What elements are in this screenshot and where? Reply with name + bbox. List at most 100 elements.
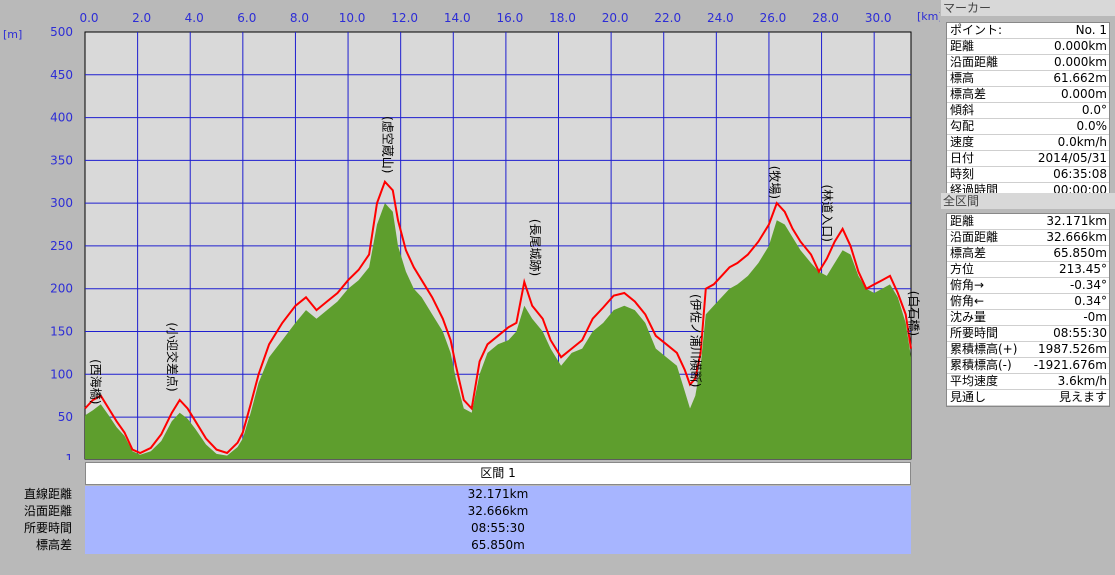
marker-panel-title: マーカー	[941, 0, 1115, 16]
info-row-label: 沈み量	[950, 310, 987, 324]
y-tick-label: 50	[58, 410, 73, 424]
axis-tick-labels: 0.0 2.0 4.0 6.0 8.0 10.0 12.0 14.0 16.0 18.0 20.0 2…	[50, 11, 891, 460]
y-tick-label: 300	[50, 196, 73, 210]
info-row-value: 32.171km	[1046, 214, 1107, 228]
info-row-value: 65.850m	[1053, 246, 1107, 260]
section-header[interactable]: 区間 1	[85, 462, 911, 485]
info-row: 標高差 0.000m	[947, 87, 1109, 103]
info-row-label: 速度	[950, 135, 975, 149]
x-tick-label: 16.0	[497, 11, 524, 25]
info-row-value: No. 1	[1075, 23, 1107, 37]
waypoint-marker: (西海橋)	[89, 359, 104, 404]
info-row-label: 勾配	[950, 119, 975, 133]
section-row: 沿面距離 32.666km	[0, 503, 940, 520]
section-row-value: 32.171km	[85, 486, 911, 503]
info-row-label: 距離	[950, 39, 975, 53]
info-row: 時刻 06:35:08	[947, 167, 1109, 183]
info-row-value: 0.0%	[1076, 119, 1108, 133]
waypoint-marker: (長尾城跡)	[528, 219, 543, 276]
info-row-value: 61.662m	[1053, 71, 1107, 85]
info-row-label: 沿面距離	[950, 55, 999, 69]
waypoint-label: (白石橋)	[907, 291, 922, 336]
section-row-label: 直線距離	[23, 487, 72, 501]
info-row-value: -0.34°	[1069, 278, 1107, 292]
section-row-value: 65.850m	[85, 537, 911, 554]
info-row: 距離 0.000km	[947, 39, 1109, 55]
info-row-label: 所要時間	[950, 326, 999, 340]
info-row: 日付 2014/05/31	[947, 151, 1109, 167]
info-row: ポイント: No. 1	[947, 23, 1109, 39]
waypoint-label: (伊佐ノ浦川横断)	[688, 294, 703, 387]
y-tick-label: 1	[65, 452, 73, 460]
info-row-label: 沿面距離	[950, 230, 999, 244]
info-row: 俯角→ -0.34°	[947, 278, 1109, 294]
info-row-value: 0.000km	[1054, 55, 1107, 69]
info-row-value: 08:55:30	[1053, 326, 1107, 340]
y-unit-label: [m]	[3, 28, 22, 41]
y-tick-label: 100	[50, 367, 73, 381]
info-row-label: 日付	[950, 151, 975, 165]
section-row-label: 標高差	[35, 538, 72, 552]
y-tick-label: 400	[50, 111, 73, 125]
x-tick-label: 18.0	[549, 11, 576, 25]
info-row: 距離 32.171km	[947, 214, 1109, 230]
info-row-label: 標高	[950, 71, 975, 85]
y-tick-label: 150	[50, 324, 73, 338]
x-tick-label: 2.0	[132, 11, 151, 25]
y-tick-label: 450	[50, 68, 73, 82]
info-row-label: 標高差	[950, 246, 987, 260]
y-tick-label: 250	[50, 239, 73, 253]
waypoint-label: (牧場)	[767, 166, 781, 199]
info-row: 累積標高(+) 1987.526m	[947, 342, 1109, 358]
info-row-value: 2014/05/31	[1037, 151, 1107, 165]
waypoint-label: (虚空蔵山)	[381, 116, 395, 173]
info-panel: マーカー ポイント: No. 1 距離 0.000km 沿面距離 0.000km 標高 61.…	[941, 0, 1115, 575]
info-row: 見通し 見えます	[947, 390, 1109, 406]
info-row-value: -0m	[1083, 310, 1107, 324]
info-row: 平均速度 3.6km/h	[947, 374, 1109, 390]
elevation-profile-chart[interactable]: 0.0 2.0 4.0 6.0 8.0 10.0 12.0 14.0 16.0 18.0 20.0 2…	[0, 0, 940, 460]
info-row: 傾斜 0.0°	[947, 103, 1109, 119]
waypoint-label: (西海橋)	[89, 359, 104, 404]
info-row-value: -1921.676m	[1033, 358, 1107, 372]
section-row-label: 所要時間	[23, 521, 72, 535]
info-row-label: 見通し	[950, 390, 987, 404]
y-tick-label: 500	[50, 25, 73, 39]
info-row-label: 俯角←	[950, 294, 985, 308]
info-row-label: 距離	[950, 214, 975, 228]
info-row: 俯角← 0.34°	[947, 294, 1109, 310]
x-tick-label: 6.0	[237, 11, 256, 25]
section-row: 標高差 65.850m	[0, 537, 940, 554]
info-row-value: 見えます	[1058, 390, 1107, 404]
surface-elevation-line	[84, 179, 912, 455]
info-row-label: ポイント:	[950, 23, 1003, 37]
info-row: 標高差 65.850m	[947, 246, 1109, 262]
section-summary-table: 区間 1 直線距離 32.171km 沿面距離 32.666km 所要時間 08…	[0, 460, 940, 575]
info-row-label: 俯角→	[950, 278, 985, 292]
y-tick-label: 350	[50, 153, 73, 167]
x-tick-label: 26.0	[760, 11, 787, 25]
section-row-label: 沿面距離	[23, 504, 72, 518]
info-row: 沿面距離 0.000km	[947, 55, 1109, 71]
y-tick-label: 200	[50, 282, 73, 296]
info-row: 累積標高(-) -1921.676m	[947, 358, 1109, 374]
info-row: 所要時間 08:55:30	[947, 326, 1109, 342]
info-row: 標高 61.662m	[947, 71, 1109, 87]
waypoint-marker: (牧場)	[767, 166, 781, 199]
waypoint-markers: (西海橋) (小迎交差点) (虚空蔵山) (長尾城跡) (伊佐ノ浦川横断) (牧場) (林道…	[89, 116, 922, 404]
info-row: 沿面距離 32.666km	[947, 230, 1109, 246]
x-tick-label: 8.0	[290, 11, 309, 25]
section-row: 直線距離 32.171km	[0, 486, 940, 503]
info-row-label: 時刻	[950, 167, 975, 181]
info-row-label: 方位	[950, 262, 975, 276]
waypoint-label: (長尾城跡)	[528, 219, 543, 276]
info-row: 速度 0.0km/h	[947, 135, 1109, 151]
x-tick-label: 22.0	[654, 11, 681, 25]
info-row-label: 傾斜	[950, 103, 975, 117]
x-tick-label: 10.0	[339, 11, 366, 25]
info-row-label: 平均速度	[950, 374, 999, 388]
info-row-value: 06:35:08	[1053, 167, 1107, 181]
x-tick-label: 4.0	[185, 11, 204, 25]
waypoint-marker: (白石橋)	[907, 291, 922, 336]
info-row-label: 累積標高(+)	[950, 342, 1018, 356]
